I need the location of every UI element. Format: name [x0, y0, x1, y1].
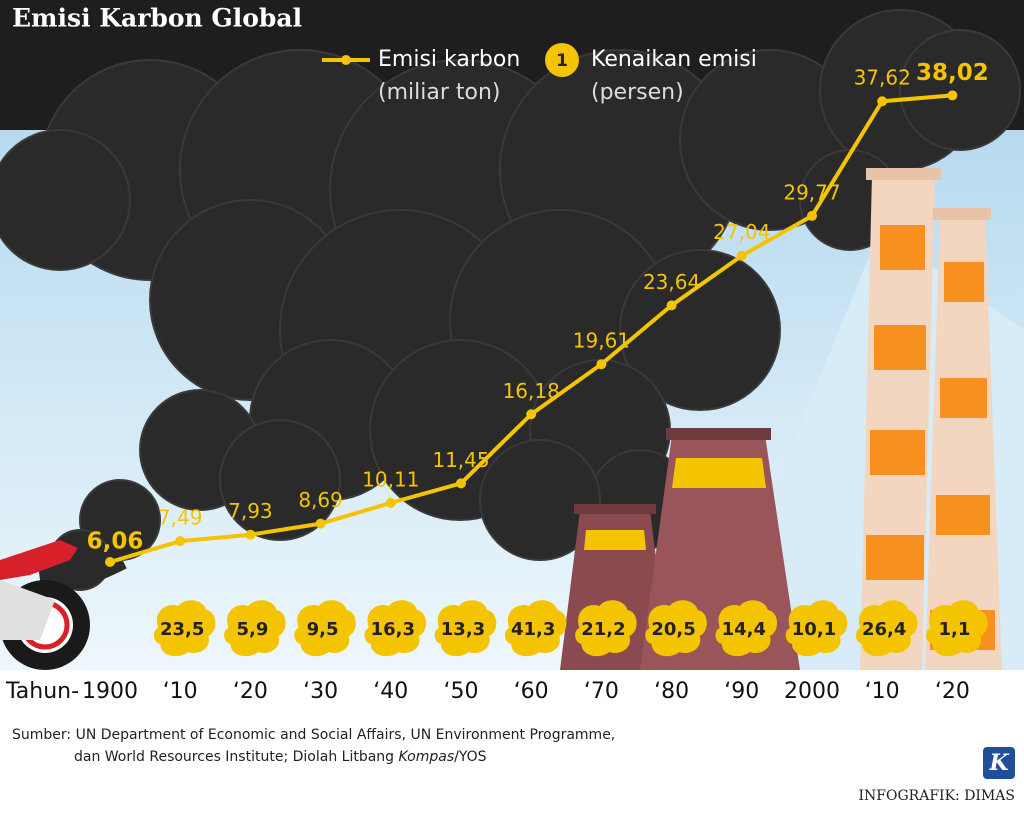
exhaust: [37, 541, 127, 595]
source: Sumber: UN Department of Economic and So…: [12, 727, 615, 743]
emission-label: 29,77: [783, 180, 840, 204]
increase-label: 41,3: [511, 619, 555, 640]
emission-point: [245, 529, 256, 540]
smoke-puff: [899, 29, 1021, 151]
x-tick-label: ‘50: [444, 679, 479, 704]
x-tick-label: ‘70: [584, 679, 619, 704]
x-tick-label: ‘80: [654, 679, 689, 704]
source-part: /YOS: [454, 749, 487, 765]
source-part: dan World Resources Institute; Diolah Li…: [74, 749, 399, 765]
increase-label: 1,1: [938, 619, 970, 640]
increase-label: 23,5: [160, 619, 204, 640]
increase-badge: [434, 600, 497, 657]
emission-label: 10,11: [362, 467, 419, 491]
increase-badge: [645, 600, 707, 657]
title: Emisi Karbon Global: [12, 4, 302, 33]
emission-point: [807, 210, 817, 221]
footer-bg: [0, 670, 1024, 819]
increase-label: 10,1: [792, 619, 836, 640]
logo-bg: [983, 747, 1015, 779]
x-tick-label: ‘90: [724, 679, 759, 704]
increase-badge: [926, 600, 988, 657]
increase-badge: [575, 600, 637, 657]
increase-label: 9,5: [307, 619, 339, 640]
legend-label: Emisi karbon: [378, 47, 520, 72]
emission-point: [736, 250, 747, 261]
increase-label: 13,3: [441, 619, 485, 640]
x-tick-label: 2000: [784, 679, 840, 704]
increase-label: 5,9: [236, 619, 268, 640]
source-part: Kompas: [399, 749, 455, 765]
increase-badge: [785, 600, 848, 657]
legend-dot-icon: [341, 55, 351, 65]
emission-label: 7,93: [228, 499, 273, 523]
smoke-puff: [219, 419, 341, 541]
increase-badge: [855, 600, 918, 657]
emission-label: 27,04: [713, 220, 770, 244]
emission-point: [877, 96, 888, 107]
increase-label: 20,5: [651, 619, 695, 640]
increase-badge: [504, 600, 567, 657]
motorbike: [0, 540, 90, 670]
x-tick-label: ‘30: [303, 679, 338, 704]
legend-badge-icon: [545, 43, 579, 77]
x-tick-label: 1900: [82, 679, 138, 704]
increase-label: 21,2: [581, 619, 625, 640]
legend-label: Kenaikan emisi: [591, 47, 757, 72]
source: dan World Resources Institute; Diolah Li…: [74, 749, 487, 765]
credit: INFOGRAFIK: DIMAS: [859, 788, 1015, 804]
x-tick-label: ‘20: [233, 679, 268, 704]
increase-badge: [715, 600, 778, 657]
emission-point: [526, 409, 537, 420]
emission-point: [596, 359, 607, 370]
emission-point: [947, 90, 958, 101]
emission-point: [385, 497, 396, 508]
emission-label: 11,45: [432, 448, 489, 472]
axis-prefix: Tahun-: [5, 679, 79, 704]
emission-label: 23,64: [643, 270, 700, 294]
emission-label: 7,49: [158, 506, 203, 530]
x-tick-label: ‘20: [935, 679, 970, 704]
increase-label: 16,3: [371, 619, 415, 640]
legend-unit: (persen): [591, 80, 684, 105]
emission-point: [175, 536, 186, 547]
smoke: [0, 9, 1021, 595]
smoke-puff: [479, 439, 601, 561]
emission-point: [456, 478, 466, 489]
legend-badge-sample: 1: [556, 51, 568, 71]
emission-point: [105, 557, 115, 568]
emission-label: 38,02: [916, 60, 989, 86]
emission-label: 8,69: [298, 488, 343, 512]
emission-label: 37,62: [854, 66, 911, 90]
increase-badge: [153, 600, 216, 657]
increase-label: 26,4: [862, 619, 906, 640]
increase-badge: [224, 600, 286, 657]
emission-point: [666, 300, 677, 311]
increase-label: 14,4: [722, 619, 766, 640]
emission-label: 6,06: [87, 529, 144, 555]
increase-badge: [364, 600, 427, 657]
x-tick-label: ‘60: [514, 679, 549, 704]
x-tick-label: ‘10: [163, 679, 198, 704]
emission-label: 19,61: [573, 329, 630, 353]
increase-badge: [294, 600, 356, 657]
x-tick-label: ‘40: [373, 679, 408, 704]
legend-unit: (miliar ton): [378, 80, 500, 105]
smoke-puff: [0, 129, 131, 271]
emission-point: [315, 518, 326, 529]
smoke-puff: [619, 249, 781, 411]
emission-label: 16,18: [503, 379, 560, 403]
logo: K: [988, 750, 1009, 776]
x-tick-label: ‘10: [865, 679, 900, 704]
